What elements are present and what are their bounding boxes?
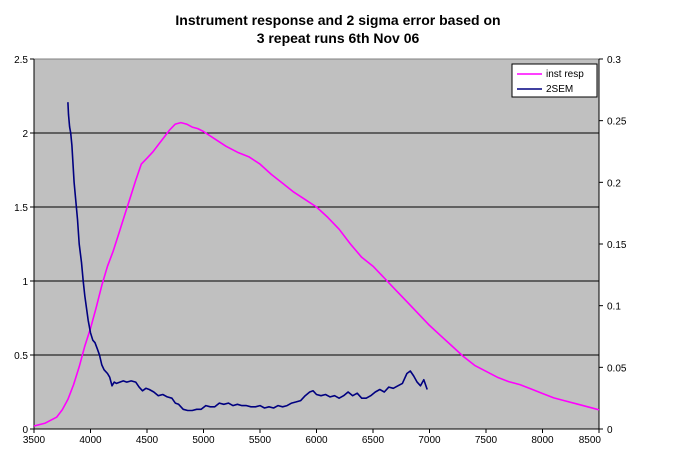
series-line-2sem <box>67 102 428 412</box>
y2-tick-label: 0 <box>607 425 613 436</box>
y-tick-label: 2 <box>22 129 28 140</box>
y2-tick-label: 0.1 <box>607 302 621 313</box>
series-lines <box>33 102 600 427</box>
x-tick-label: 8500 <box>579 435 602 446</box>
y2-tick-label: 0.2 <box>607 178 621 189</box>
legend: inst resp 2SEM <box>511 63 598 98</box>
x-tick-label: 7500 <box>475 435 498 446</box>
plot-area <box>33 58 600 430</box>
y2-tick-label: 0.15 <box>607 240 627 251</box>
chart-title-line-2: 3 repeat runs 6th Nov 06 <box>257 30 420 46</box>
chart-title: Instrument response and 2 sigma error ba… <box>175 12 500 46</box>
x-tick-label: 4500 <box>136 435 159 446</box>
y-tick-label: 1.5 <box>14 203 28 214</box>
series-line-inst-resp <box>33 121 600 427</box>
y-tick-label: 0.5 <box>14 351 28 362</box>
x-tick-label: 5500 <box>249 435 272 446</box>
x-tick-label: 8000 <box>531 435 554 446</box>
x-tick-label: 5000 <box>192 435 215 446</box>
legend-label-inst-resp: inst resp <box>546 69 584 80</box>
x-tick-label: 6500 <box>362 435 385 446</box>
legend-label-2sem: 2SEM <box>546 84 573 95</box>
legend-box <box>511 63 598 98</box>
y-axis-ticks: 0 0.5 1 1.5 2 2.5 <box>14 55 34 436</box>
x-tick-label: 4000 <box>79 435 102 446</box>
y2-tick-label: 0.05 <box>607 363 627 374</box>
x-tick-label: 3500 <box>23 435 46 446</box>
y2-tick-label: 0.3 <box>607 55 621 66</box>
x-tick-label: 6000 <box>305 435 328 446</box>
y-tick-label: 1 <box>22 277 28 288</box>
y2-axis-ticks: 0 0.05 0.1 0.15 0.2 0.25 0.3 <box>599 55 627 436</box>
x-tick-label: 7000 <box>418 435 441 446</box>
y2-tick-label: 0.25 <box>607 117 627 128</box>
chart-title-line-1: Instrument response and 2 sigma error ba… <box>175 12 500 28</box>
x-axis-ticks: 3500 4000 4500 5000 5500 6000 6500 7000 7500 8000… <box>23 429 602 446</box>
y-tick-label: 0 <box>22 425 28 436</box>
y-tick-label: 2.5 <box>14 55 28 66</box>
